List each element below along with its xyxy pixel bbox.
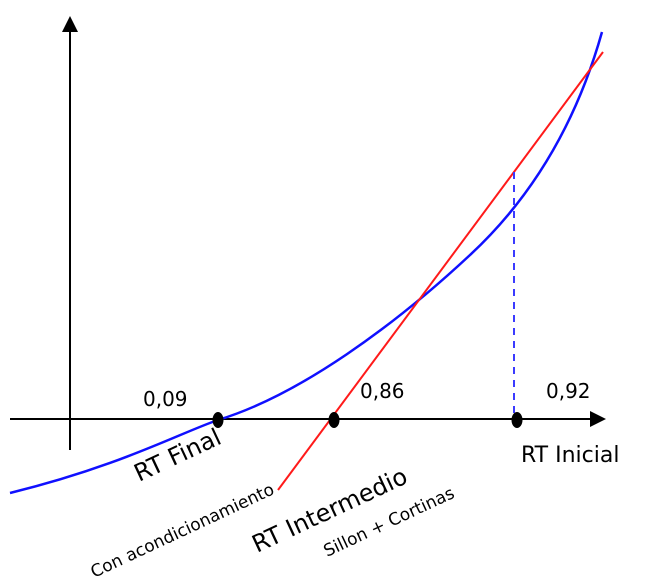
- rt-final-label: RT Final: [130, 423, 226, 487]
- red-line: [277, 51, 604, 491]
- value-initial: 0,92: [546, 379, 591, 403]
- value-intermediate: 0,86: [360, 379, 405, 403]
- rt-initial-label: RT Inicial: [521, 443, 619, 468]
- rt-final-point: [212, 412, 224, 428]
- rt-intermediate-point: [328, 412, 340, 428]
- rt-initial-point: [511, 412, 523, 428]
- value-final: 0,09: [143, 387, 188, 411]
- rt-final-sublabel: Con acondicionamiento: [88, 480, 278, 583]
- blue-curve: [9, 31, 604, 495]
